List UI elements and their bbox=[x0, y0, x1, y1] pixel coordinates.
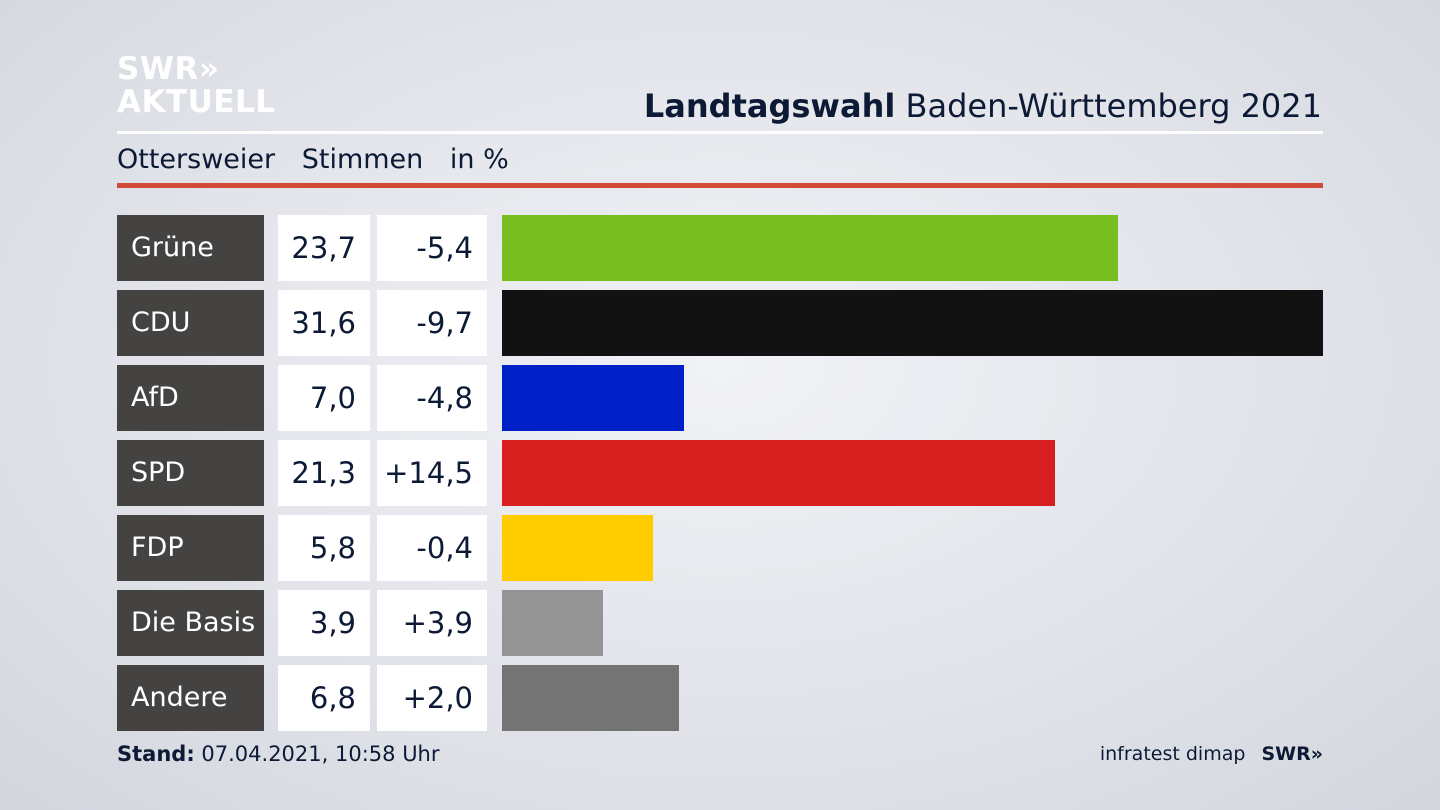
subtitle-divider bbox=[117, 183, 1323, 188]
vote-share-bar bbox=[502, 290, 1323, 356]
vote-share-value: 5,8 bbox=[278, 515, 370, 581]
vote-share-value: 3,9 bbox=[278, 590, 370, 656]
vote-change-value: +3,9 bbox=[377, 590, 487, 656]
result-row: Grüne 23,7 -5,4 bbox=[117, 215, 1323, 281]
vote-share-bar bbox=[502, 440, 1055, 506]
swr-aktuell-logo: SWR» AKTUELL bbox=[117, 54, 276, 118]
source-name: infratest dimap bbox=[1099, 743, 1246, 765]
vote-share-bar bbox=[502, 365, 684, 431]
party-label: Andere bbox=[117, 665, 264, 731]
result-row: AfD 7,0 -4,8 bbox=[117, 365, 1323, 431]
title-rest: Baden-Württemberg 2021 bbox=[905, 87, 1323, 125]
vote-share-value: 23,7 bbox=[278, 215, 370, 281]
timestamp: Stand: 07.04.2021, 10:58 Uhr bbox=[117, 740, 440, 768]
stand-label: Stand: bbox=[117, 742, 195, 766]
vote-share-bar bbox=[502, 515, 653, 581]
source-credit: infratest dimap SWR» bbox=[1100, 740, 1323, 768]
vote-share-bar bbox=[502, 665, 679, 731]
vote-share-bar bbox=[502, 215, 1118, 281]
party-label: Die Basis bbox=[117, 590, 264, 656]
vote-change-value: -5,4 bbox=[377, 215, 487, 281]
result-row: SPD 21,3 +14,5 bbox=[117, 440, 1323, 506]
vote-share-value: 21,3 bbox=[278, 440, 370, 506]
result-row: FDP 5,8 -0,4 bbox=[117, 515, 1323, 581]
result-row: Andere 6,8 +2,0 bbox=[117, 665, 1323, 731]
vote-change-value: -9,7 bbox=[377, 290, 487, 356]
vote-share-value: 7,0 bbox=[278, 365, 370, 431]
source-brand-logo: SWR» bbox=[1261, 743, 1323, 765]
vote-share-bar bbox=[502, 590, 603, 656]
vote-change-value: -0,4 bbox=[377, 515, 487, 581]
party-label: SPD bbox=[117, 440, 264, 506]
logo-line-1: SWR» bbox=[117, 51, 220, 87]
vote-change-value: +2,0 bbox=[377, 665, 487, 731]
party-label: AfD bbox=[117, 365, 264, 431]
title-bold: Landtagswahl bbox=[643, 87, 896, 125]
page-title: Landtagswahl Baden-Württemberg 2021 bbox=[644, 86, 1322, 126]
vote-change-value: -4,8 bbox=[377, 365, 487, 431]
subtitle: Ottersweier Stimmen in % bbox=[117, 143, 527, 177]
stand-value: 07.04.2021, 10:58 Uhr bbox=[201, 742, 440, 766]
party-label: FDP bbox=[117, 515, 264, 581]
vote-change-value: +14,5 bbox=[377, 440, 487, 506]
subtitle-unit: in % bbox=[449, 144, 509, 175]
header-divider bbox=[117, 131, 1323, 134]
vote-share-value: 6,8 bbox=[278, 665, 370, 731]
result-row: Die Basis 3,9 +3,9 bbox=[117, 590, 1323, 656]
subtitle-metric: Stimmen bbox=[301, 144, 424, 175]
party-label: Grüne bbox=[117, 215, 264, 281]
party-label: CDU bbox=[117, 290, 264, 356]
logo-line-2: AKTUELL bbox=[117, 84, 276, 120]
subtitle-location: Ottersweier bbox=[117, 144, 276, 175]
result-row: CDU 31,6 -9,7 bbox=[117, 290, 1323, 356]
vote-share-value: 31,6 bbox=[278, 290, 370, 356]
